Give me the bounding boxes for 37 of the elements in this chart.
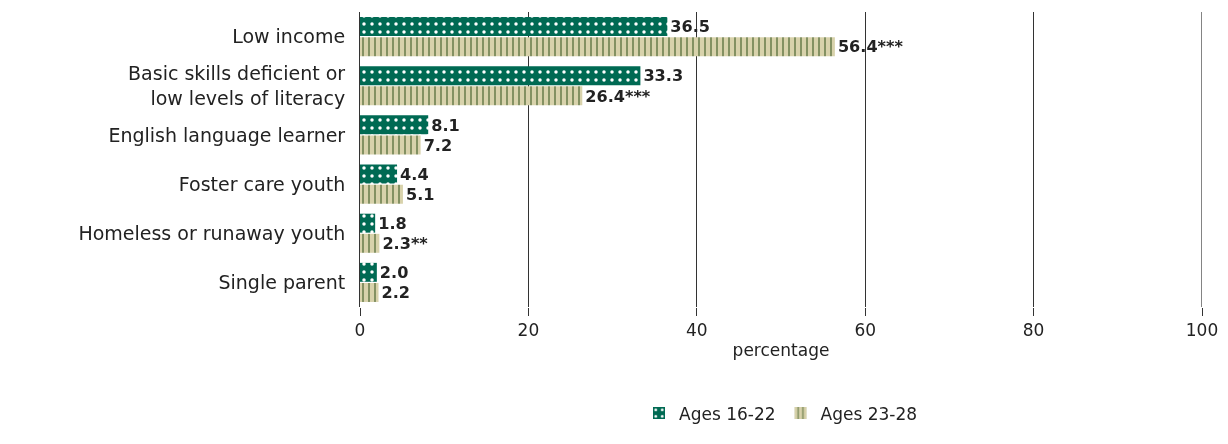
x-tick-label: 40	[685, 320, 708, 341]
bar	[360, 164, 398, 184]
y-tick-label: Low income	[232, 25, 346, 48]
x-axis-title: percentage	[732, 339, 830, 360]
bar	[360, 233, 380, 253]
x-tick-label: 0	[354, 320, 366, 341]
y-tick-label: English language learner	[108, 123, 346, 146]
bar	[360, 135, 421, 155]
bar	[360, 213, 376, 233]
y-tick-label: Homeless or runaway youth	[78, 221, 346, 244]
bar	[360, 66, 641, 86]
data-label: 2.3**	[382, 234, 429, 254]
y-tick-label: Single parent	[218, 271, 346, 294]
data-label: 33.3	[643, 66, 684, 86]
data-label: 7.2	[423, 135, 453, 155]
data-label: 2.0	[379, 263, 409, 283]
bar	[360, 17, 668, 36]
y-tick-label: Foster care youth	[178, 172, 346, 195]
bar	[360, 115, 429, 135]
data-label: 2.2	[381, 283, 411, 303]
text: Ages 16-22	[679, 403, 776, 424]
x-tick-label: 100	[1185, 320, 1219, 341]
bar	[360, 184, 403, 204]
bar	[360, 86, 583, 106]
data-label: 4.4	[400, 164, 429, 184]
data-label: 5.1	[405, 184, 435, 204]
bar	[360, 37, 835, 57]
text: Ages 23-28	[820, 403, 918, 424]
bar	[360, 283, 379, 302]
y-tick-label: Basic skills deficient or low levels of literacy	[128, 62, 346, 109]
data-label: 26.4***	[585, 86, 651, 106]
x-tick-label: 80	[1022, 320, 1045, 341]
x-tick-label: 20	[517, 320, 540, 341]
x-tick-label: 60	[854, 320, 877, 341]
data-label: 1.8	[378, 213, 407, 233]
data-label: 8.1	[431, 115, 460, 135]
bar	[360, 262, 377, 282]
